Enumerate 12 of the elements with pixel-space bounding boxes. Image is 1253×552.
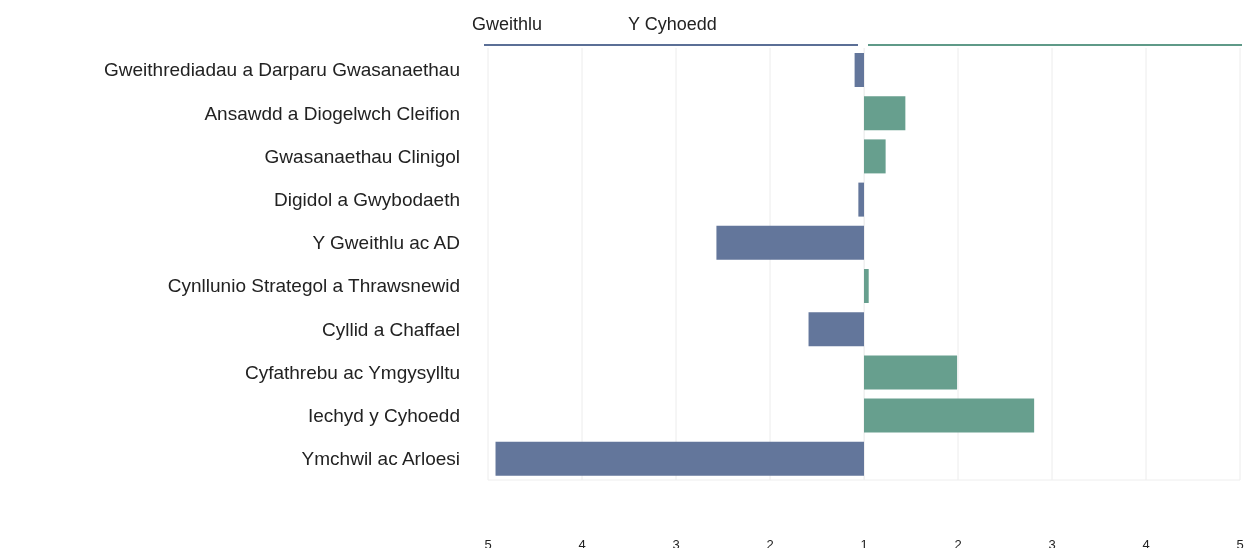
- y-tick-label: Ymchwil ac Arloesi: [301, 448, 460, 470]
- y-tick-label: Gwasanaethau Clinigol: [264, 145, 460, 167]
- y-tick-label: Iechyd y Cyhoedd: [307, 404, 460, 426]
- y-tick-label: Ansawdd a Diogelwch Cleifion: [204, 102, 460, 124]
- y-tick-label: Digidol a Gwybodaeth: [274, 188, 460, 210]
- text: Gweithlu: [472, 14, 543, 35]
- y-tick-label: Cynllunio Strategol a Thrawsnewid: [167, 275, 460, 297]
- y-tick-label: Y Gweithlu ac AD: [312, 232, 460, 254]
- y-tick-label: Cyllid a Chaffael: [321, 318, 460, 340]
- text: Y Cyhoedd: [628, 14, 717, 35]
- y-tick-label: Cyfathrebu ac Ymgysylltu: [244, 361, 460, 383]
- y-tick-label: Gweithrediadau a Darparu Gwasanaethau: [104, 59, 460, 81]
